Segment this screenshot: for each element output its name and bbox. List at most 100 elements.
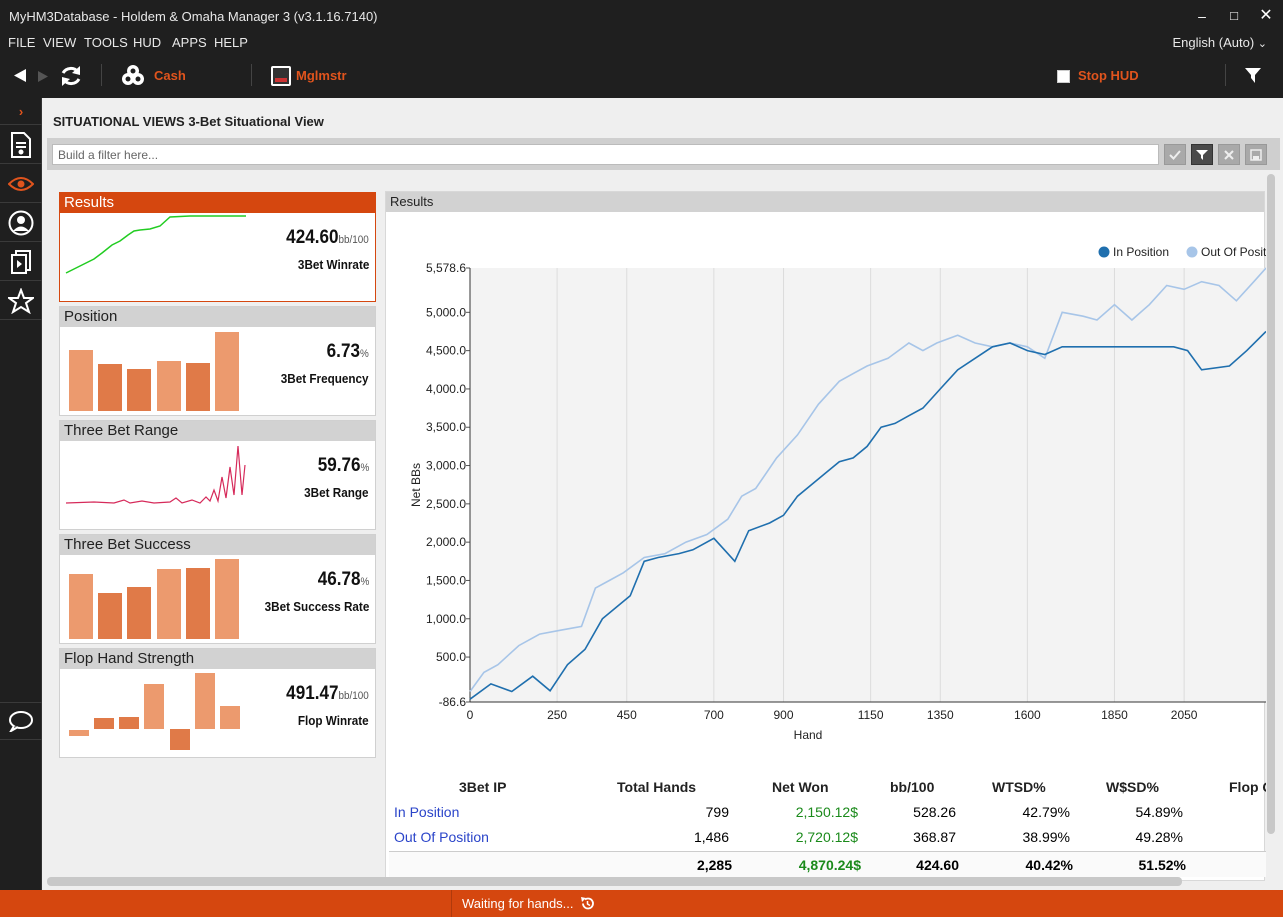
sidebar-item-replayer[interactable] xyxy=(0,243,42,281)
forward-arrow-icon[interactable] xyxy=(37,71,49,82)
minimize-button[interactable]: – xyxy=(1198,8,1206,24)
total-hands: 2,285 xyxy=(696,857,732,873)
stop-hud-checkbox[interactable] xyxy=(1057,70,1070,83)
row-name-link[interactable]: Out Of Position xyxy=(394,829,489,845)
col-header-wssd[interactable]: W$SD% xyxy=(1106,779,1159,795)
toolbar: Cash Mglmstr Stop HUD xyxy=(0,54,1283,98)
filter-input[interactable] xyxy=(52,144,1159,165)
col-header-3bet-ip[interactable]: 3Bet IP xyxy=(459,779,507,795)
row-wtsd: 38.99% xyxy=(1022,829,1070,845)
apply-filter-button[interactable] xyxy=(1164,144,1186,165)
sidebar-expand[interactable]: › xyxy=(0,98,42,125)
page-section: SITUATIONAL VIEWS xyxy=(53,114,185,129)
x-tick-label: 0 xyxy=(467,708,474,722)
y-tick-label: 3,500.0 xyxy=(426,420,466,434)
card-value-number: 491.47 xyxy=(286,683,339,704)
chevron-down-icon: ⌄ xyxy=(1257,38,1267,50)
status-bar: Waiting for hands... xyxy=(0,890,1283,917)
card-three-bet-range[interactable]: Three Bet Range 59.76% 3Bet Range xyxy=(59,420,376,530)
sidebar-item-players[interactable] xyxy=(0,204,42,242)
page-title: SITUATIONAL VIEWS 3-Bet Situational View xyxy=(53,114,324,129)
cards-icon xyxy=(11,249,31,274)
card-value-number: 46.78 xyxy=(317,569,361,590)
x-tick-label: 450 xyxy=(617,708,637,722)
sidebar-item-situational-views[interactable] xyxy=(0,165,42,203)
flop-bar-chart xyxy=(69,673,240,750)
row-bb100: 528.26 xyxy=(913,804,956,820)
menu-help[interactable]: HELP xyxy=(214,35,248,50)
sidebar-item-reports[interactable] xyxy=(0,126,42,164)
legend-label: In Position xyxy=(1113,245,1169,259)
save-disk-icon xyxy=(1250,148,1262,161)
position-bar-chart xyxy=(69,332,239,411)
card-flop-hand-strength[interactable]: Flop Hand Strength 491.47bb/100 Flop Win… xyxy=(59,648,376,758)
menu-view[interactable]: VIEW xyxy=(43,35,77,50)
maximize-button[interactable]: □ xyxy=(1230,8,1238,23)
filter-bar xyxy=(47,138,1280,170)
status-separator xyxy=(451,890,452,917)
card-three-bet-success[interactable]: Three Bet Success 46.78% 3Bet Success Ra… xyxy=(59,534,376,644)
table-total-row: 2,285 4,870.24$ 424.60 40.42% 51.52% xyxy=(389,851,1266,877)
y-tick-label: 5,000.0 xyxy=(426,305,466,319)
stop-hud-label[interactable]: Stop HUD xyxy=(1078,68,1139,83)
vertical-scrollbar[interactable] xyxy=(1267,174,1275,834)
menu-hud[interactable]: HUD xyxy=(133,35,162,50)
card-value: 491.47bb/100 xyxy=(286,683,369,705)
results-line-chart: 0 250 450 700 900 1150 1350 1600 1850 2050 -86.6 50… xyxy=(409,245,1266,742)
results-sparkline xyxy=(65,215,246,274)
col-header-total-hands[interactable]: Total Hands xyxy=(617,779,697,795)
sidebar-item-chat[interactable] xyxy=(0,702,42,740)
language-selector[interactable]: English (Auto) ⌄ xyxy=(1173,35,1268,50)
col-header-wtsd[interactable]: WTSD% xyxy=(992,779,1046,795)
back-arrow-icon[interactable] xyxy=(13,69,27,83)
card-value-unit: bb/100 xyxy=(338,234,369,246)
card-value: 6.73% xyxy=(327,341,369,363)
table-row[interactable]: In Position 799 2,150.12$ 528.26 42.79% … xyxy=(386,799,1266,824)
cash-game-button[interactable]: Cash xyxy=(154,68,186,83)
checkmark-icon xyxy=(1169,149,1181,160)
refresh-icon[interactable] xyxy=(58,63,84,89)
col-header-net-won[interactable]: Net Won xyxy=(772,779,829,795)
report-icon xyxy=(11,131,31,158)
history-icon[interactable] xyxy=(580,896,595,911)
player-selector[interactable]: Mglmstr xyxy=(296,68,347,83)
close-button[interactable]: ✕ xyxy=(1259,7,1273,24)
filter-funnel-icon[interactable] xyxy=(1244,67,1262,85)
chevron-right-icon: › xyxy=(18,103,24,119)
card-header: Position xyxy=(60,307,375,327)
row-hands: 1,486 xyxy=(693,829,729,845)
menu-tools[interactable]: TOOLS xyxy=(84,35,128,50)
horizontal-scrollbar[interactable] xyxy=(47,877,1182,886)
card-value-unit: % xyxy=(360,462,369,474)
eye-icon xyxy=(8,176,34,191)
sidebar-item-favorites[interactable] xyxy=(0,282,42,320)
y-tick-label: 2,500.0 xyxy=(426,497,466,511)
y-tick-label: -86.6 xyxy=(439,695,467,709)
save-filter-button[interactable] xyxy=(1245,144,1267,165)
x-axis-label: Hand xyxy=(794,728,823,742)
plot-area xyxy=(470,268,1266,702)
menu-apps[interactable]: APPS xyxy=(172,35,207,50)
card-results[interactable]: Results 424.60bb/100 3Bet Winrate xyxy=(59,192,376,302)
col-header-flop-cbet[interactable]: Flop C xyxy=(1229,779,1266,795)
y-tick-label: 1,000.0 xyxy=(426,612,466,626)
card-position[interactable]: Position 6.73% 3Bet Frequency xyxy=(59,306,376,416)
toolbar-separator xyxy=(101,64,102,86)
total-wssd: 51.52% xyxy=(1138,857,1186,873)
filter-options-button[interactable] xyxy=(1191,144,1213,165)
legend-marker xyxy=(1098,246,1110,258)
card-value: 424.60bb/100 xyxy=(286,227,369,249)
col-header-bb100[interactable]: bb/100 xyxy=(890,779,935,795)
x-tick-label: 1850 xyxy=(1101,708,1128,722)
menu-bar: FILE VIEW TOOLS HUD APPS HELP English (A… xyxy=(0,32,1283,54)
y-tick-label: 5,578.6 xyxy=(426,261,466,275)
row-wssd: 54.89% xyxy=(1135,804,1183,820)
toolbar-separator xyxy=(251,64,252,86)
player-avatar-icon xyxy=(271,66,291,86)
table-row[interactable]: Out Of Position 1,486 2,720.12$ 368.87 3… xyxy=(386,824,1266,849)
y-tick-label: 2,000.0 xyxy=(426,535,466,549)
menu-file[interactable]: FILE xyxy=(8,35,36,50)
card-value-unit: bb/100 xyxy=(338,690,369,702)
row-name-link[interactable]: In Position xyxy=(394,804,460,820)
clear-filter-button[interactable] xyxy=(1218,144,1240,165)
